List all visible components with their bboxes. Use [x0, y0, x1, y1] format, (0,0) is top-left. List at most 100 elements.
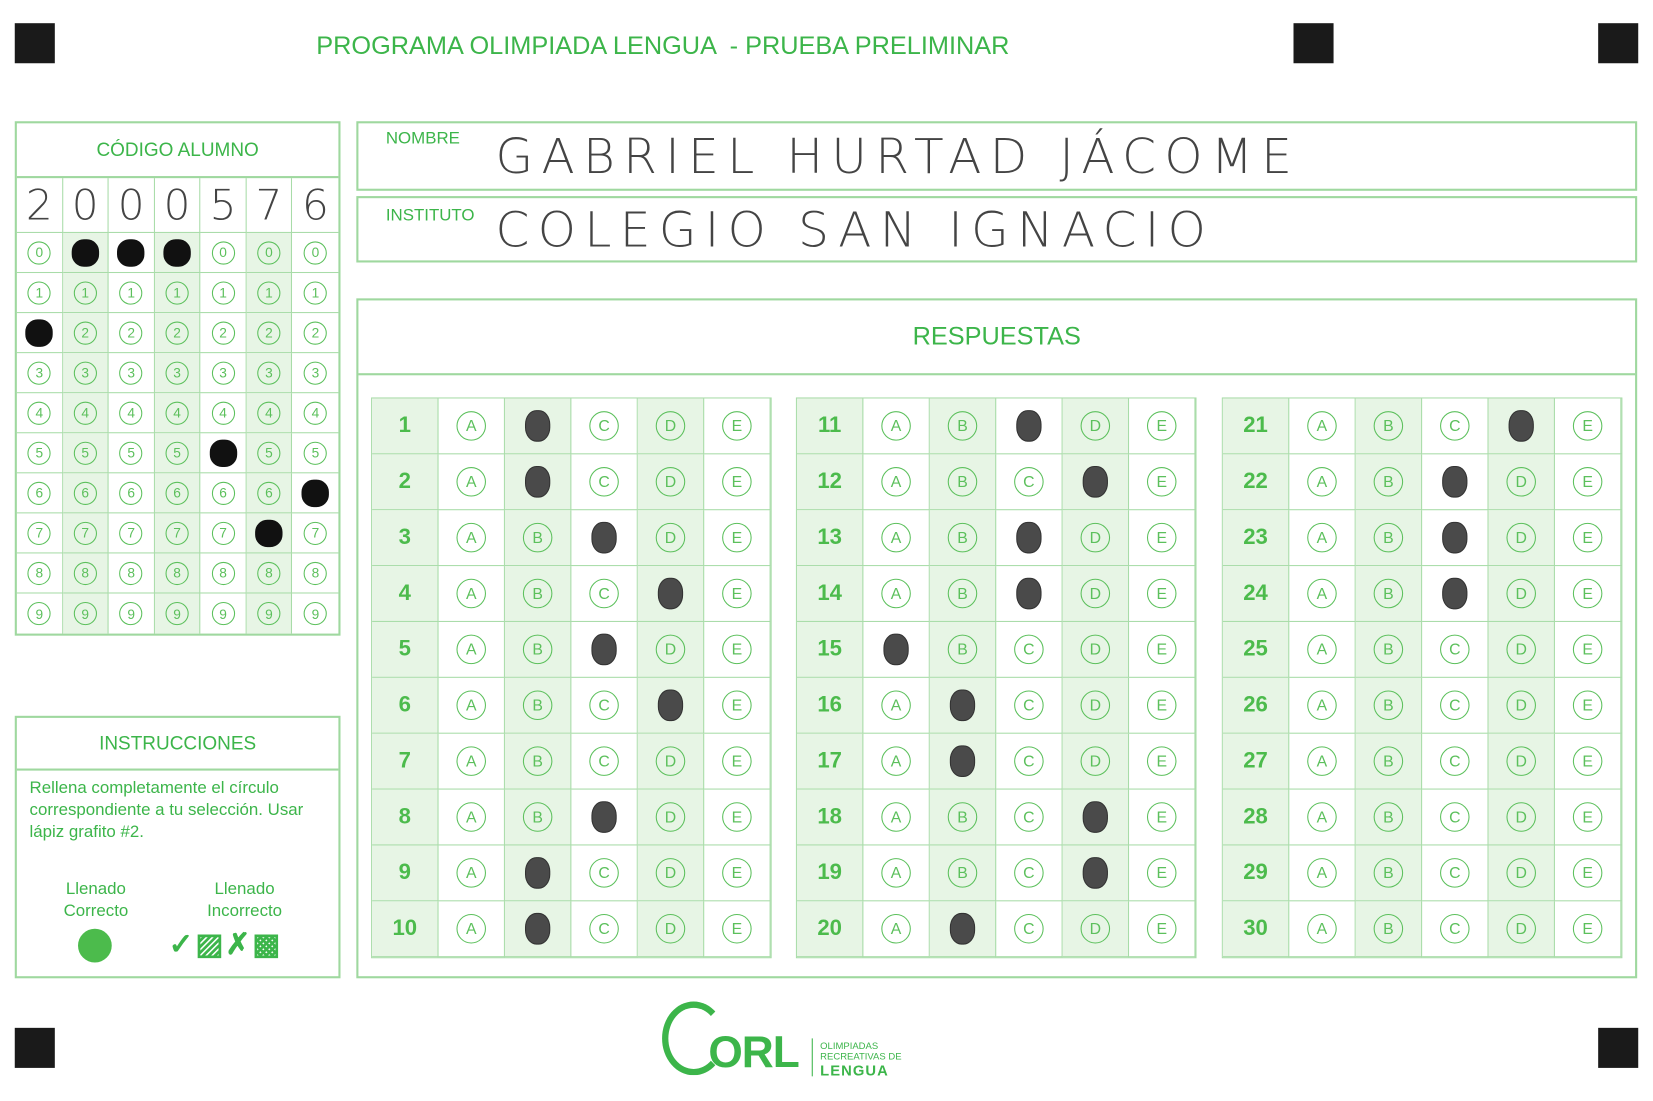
answer-bubble-3-d[interactable]: D	[655, 522, 686, 553]
code-digit-bubble[interactable]: 3	[257, 361, 281, 385]
code-digit-bubble[interactable]: 9	[119, 601, 143, 626]
answer-bubble-26-e[interactable]: E	[1572, 690, 1603, 721]
answer-bubble-2-d[interactable]: D	[655, 467, 686, 497]
code-digit-bubble[interactable]: 3	[165, 361, 189, 385]
code-digit-bubble[interactable]: 5	[27, 441, 51, 465]
answer-bubble-17-a[interactable]: A	[881, 746, 911, 776]
answer-bubble-14-e[interactable]: E	[1146, 578, 1177, 609]
answer-bubble-12-d[interactable]: D	[1082, 465, 1108, 498]
code-digit-bubble[interactable]: 5	[165, 441, 189, 465]
answer-bubble-20-c[interactable]: C	[1014, 913, 1044, 944]
answer-bubble-13-a[interactable]: A	[881, 522, 911, 553]
code-digit-bubble[interactable]: 3	[303, 361, 328, 385]
answer-bubble-18-d[interactable]: D	[1082, 801, 1108, 833]
answer-bubble-19-c[interactable]: C	[1014, 858, 1044, 888]
answer-bubble-29-d[interactable]: D	[1506, 858, 1536, 888]
answer-bubble-21-b[interactable]: B	[1373, 411, 1404, 441]
answer-bubble-23-c[interactable]: C	[1442, 521, 1468, 554]
answer-bubble-26-c[interactable]: C	[1440, 690, 1470, 721]
code-digit-bubble[interactable]: 8	[119, 561, 143, 585]
answer-bubble-28-b[interactable]: B	[1373, 802, 1404, 832]
answer-bubble-21-a[interactable]: A	[1307, 411, 1337, 441]
answer-bubble-28-e[interactable]: E	[1572, 802, 1603, 832]
code-digit-bubble[interactable]: 7	[119, 521, 143, 545]
answer-bubble-7-e[interactable]: E	[722, 746, 752, 776]
answer-bubble-3-c[interactable]: C	[591, 521, 617, 554]
code-digit-bubble[interactable]: 3	[211, 361, 235, 385]
answer-bubble-15-c[interactable]: C	[1014, 634, 1044, 665]
answer-bubble-13-d[interactable]: D	[1080, 522, 1111, 553]
answer-bubble-20-a[interactable]: A	[881, 913, 911, 944]
answer-bubble-30-a[interactable]: A	[1307, 913, 1337, 944]
answer-bubble-9-a[interactable]: A	[456, 858, 486, 888]
answer-bubble-1-c[interactable]: C	[589, 411, 619, 441]
code-digit-bubble[interactable]: 3	[27, 361, 51, 385]
code-digit-bubble[interactable]: 2	[73, 321, 97, 345]
code-digit-bubble[interactable]: 0	[163, 238, 191, 267]
code-digit-bubble[interactable]: 5	[119, 441, 143, 465]
answer-bubble-30-c[interactable]: C	[1440, 913, 1470, 944]
code-digit-bubble[interactable]: 6	[73, 481, 97, 505]
answer-bubble-25-c[interactable]: C	[1440, 634, 1470, 665]
code-digit-bubble[interactable]: 3	[119, 361, 143, 385]
code-digit-bubble[interactable]: 1	[165, 280, 189, 305]
answer-bubble-4-e[interactable]: E	[722, 578, 752, 609]
code-digit-bubble[interactable]: 9	[73, 601, 97, 626]
code-digit-bubble[interactable]: 2	[119, 321, 143, 345]
answer-bubble-16-b[interactable]: B	[949, 689, 976, 722]
code-digit-bubble[interactable]: 6	[119, 481, 143, 505]
answer-bubble-10-c[interactable]: C	[589, 913, 619, 944]
answer-bubble-8-c[interactable]: C	[591, 801, 617, 833]
answer-bubble-4-c[interactable]: C	[589, 578, 619, 609]
code-digit-bubble[interactable]: 5	[257, 441, 281, 465]
answer-bubble-5-e[interactable]: E	[722, 634, 752, 665]
answer-bubble-6-b[interactable]: B	[522, 690, 553, 721]
answer-bubble-9-d[interactable]: D	[655, 858, 686, 888]
answer-bubble-27-a[interactable]: A	[1307, 746, 1337, 776]
answer-bubble-17-e[interactable]: E	[1146, 746, 1177, 776]
answer-bubble-14-c[interactable]: C	[1016, 577, 1042, 610]
code-digit-bubble[interactable]: 0	[303, 240, 328, 265]
answer-bubble-28-d[interactable]: D	[1506, 802, 1536, 832]
answer-bubble-18-a[interactable]: A	[881, 802, 911, 832]
answer-bubble-8-d[interactable]: D	[655, 802, 686, 832]
code-digit-bubble[interactable]: 1	[27, 280, 51, 305]
answer-bubble-12-b[interactable]: B	[947, 467, 978, 497]
institute-field[interactable]: INSTITUTO COLEGIO SAN IGNACIO	[356, 196, 1638, 263]
answer-bubble-14-a[interactable]: A	[881, 578, 911, 609]
answer-bubble-17-d[interactable]: D	[1080, 746, 1111, 776]
answer-bubble-1-a[interactable]: A	[456, 411, 486, 441]
answer-bubble-15-e[interactable]: E	[1146, 634, 1177, 665]
answer-bubble-9-c[interactable]: C	[589, 858, 619, 888]
code-digit-bubble[interactable]: 9	[257, 601, 281, 626]
code-digit-bubble[interactable]: 6	[27, 481, 51, 505]
answer-bubble-7-d[interactable]: D	[655, 746, 686, 776]
answer-bubble-22-c[interactable]: C	[1442, 465, 1468, 498]
code-digit-bubble[interactable]: 0	[27, 240, 51, 265]
answer-bubble-29-c[interactable]: C	[1440, 858, 1470, 888]
code-digit-bubble[interactable]: 3	[73, 361, 97, 385]
answer-bubble-1-e[interactable]: E	[722, 411, 752, 441]
code-digit-bubble[interactable]: 9	[303, 601, 328, 626]
answer-bubble-30-d[interactable]: D	[1506, 913, 1536, 944]
answer-bubble-7-c[interactable]: C	[589, 746, 619, 776]
code-digit-bubble[interactable]: 6	[301, 479, 330, 507]
answer-bubble-7-b[interactable]: B	[522, 746, 553, 776]
code-digit-bubble[interactable]: 7	[73, 521, 97, 545]
code-digit-bubble[interactable]: 6	[165, 481, 189, 505]
answer-bubble-13-b[interactable]: B	[947, 522, 978, 553]
answer-bubble-22-b[interactable]: B	[1373, 467, 1404, 497]
code-digit-bubble[interactable]: 2	[211, 321, 235, 345]
answer-bubble-26-b[interactable]: B	[1373, 690, 1404, 721]
answer-bubble-5-d[interactable]: D	[655, 634, 686, 665]
answer-bubble-30-e[interactable]: E	[1572, 913, 1603, 944]
answer-bubble-6-c[interactable]: C	[589, 690, 619, 721]
answer-bubble-18-c[interactable]: C	[1014, 802, 1044, 832]
answer-bubble-9-b[interactable]: B	[524, 857, 551, 889]
answer-bubble-5-b[interactable]: B	[522, 634, 553, 665]
code-digit-bubble[interactable]: 6	[257, 481, 281, 505]
answer-bubble-10-a[interactable]: A	[456, 913, 486, 944]
code-digit-bubble[interactable]: 8	[165, 561, 189, 585]
answer-bubble-4-b[interactable]: B	[522, 578, 553, 609]
answer-bubble-1-d[interactable]: D	[655, 411, 686, 441]
